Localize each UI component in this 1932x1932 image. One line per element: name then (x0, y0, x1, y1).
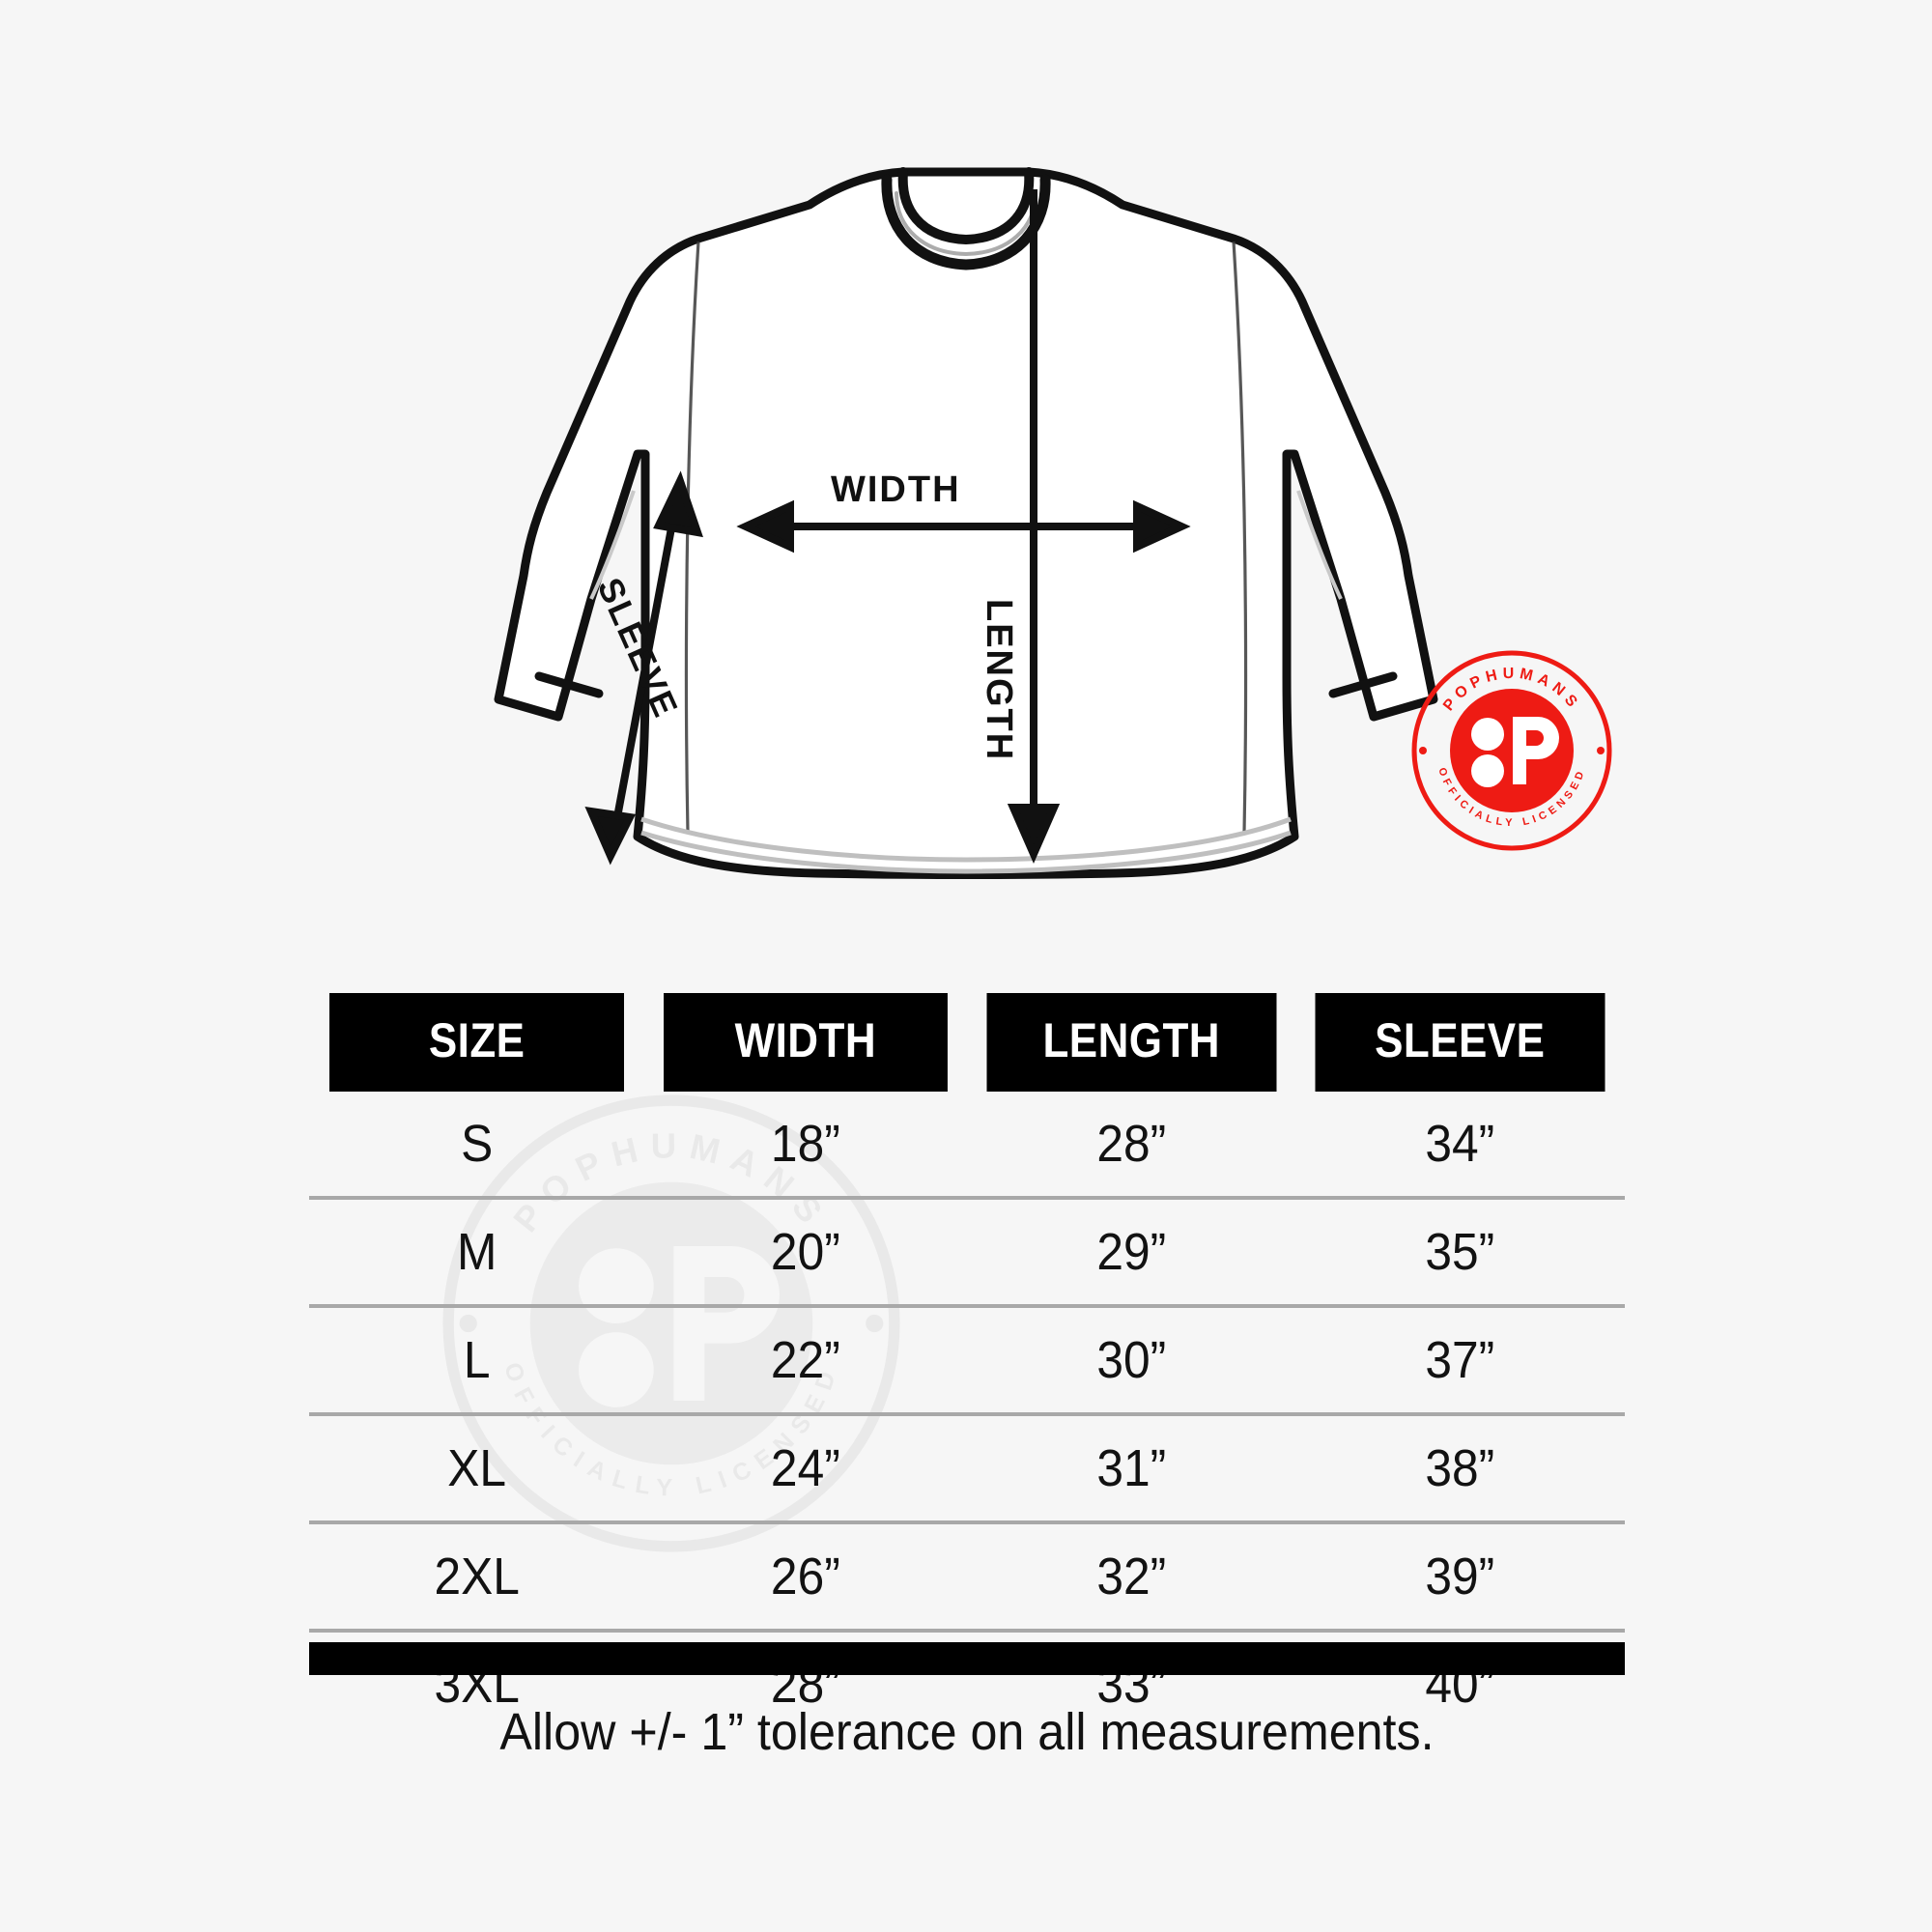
width-arrow (736, 499, 1191, 554)
table-row: XL 24” 31” 38” (309, 1414, 1625, 1524)
table-bottom-bar (309, 1642, 1625, 1675)
cell-sleeve: 38” (1309, 1414, 1612, 1524)
cell-size: L (322, 1306, 632, 1416)
cell-size: S (322, 1092, 632, 1200)
column-header-size: SIZE (328, 993, 625, 1092)
cell-width: 20” (657, 1198, 954, 1308)
pophumans-logo-badge: POPHUMANS OFFICIALLY LICENSED (1411, 650, 1612, 851)
size-table-body: S 18” 28” 34” M 20” 29” 35” L 22” 30” 37… (309, 1092, 1625, 1737)
cell-sleeve: 35” (1309, 1198, 1612, 1308)
badge-side-dot-left (1419, 747, 1427, 754)
cell-sleeve: 34” (1309, 1092, 1612, 1200)
size-table: SIZE WIDTH LENGTH SLEEVE S 18” 28” 34” M… (309, 993, 1625, 1737)
cell-size: XL (322, 1414, 632, 1524)
cell-length: 31” (980, 1414, 1283, 1524)
width-label: WIDTH (831, 469, 961, 510)
tolerance-note: Allow +/- 1” tolerance on all measuremen… (499, 1703, 1435, 1761)
column-header-length: LENGTH (986, 993, 1277, 1092)
cell-length: 32” (980, 1522, 1283, 1633)
cell-width: 24” (657, 1414, 954, 1524)
cell-length: 30” (980, 1306, 1283, 1416)
badge-inner-disc (1450, 689, 1574, 812)
badge-dot-upper (1471, 718, 1504, 751)
size-table-container: SIZE WIDTH LENGTH SLEEVE S 18” 28” 34” M… (309, 993, 1625, 1737)
size-table-head: SIZE WIDTH LENGTH SLEEVE (309, 993, 1625, 1092)
sleeve-arrow (584, 470, 703, 866)
length-arrow (1007, 189, 1061, 864)
column-header-width: WIDTH (664, 993, 948, 1092)
length-label: LENGTH (979, 599, 1019, 762)
badge-monogram-p (1513, 717, 1559, 784)
table-row: S 18” 28” 34” (309, 1092, 1625, 1200)
cell-size: 2XL (322, 1522, 632, 1633)
cell-sleeve: 39” (1309, 1522, 1612, 1633)
cell-width: 22” (657, 1306, 954, 1416)
cell-length: 28” (980, 1092, 1283, 1200)
cell-width: 26” (657, 1522, 954, 1633)
table-row: 2XL 26” 32” 39” (309, 1522, 1625, 1633)
badge-outer-ring (1411, 650, 1612, 851)
cell-width: 18” (657, 1092, 954, 1200)
badge-dot-lower (1471, 754, 1504, 787)
table-row: M 20” 29” 35” (309, 1198, 1625, 1308)
cell-length: 29” (980, 1198, 1283, 1308)
cell-sleeve: 37” (1309, 1306, 1612, 1416)
garment-illustration: WIDTH LENGTH SLEEVE (494, 167, 1438, 879)
table-row: L 22” 30” 37” (309, 1306, 1625, 1416)
badge-side-dot-right (1597, 747, 1605, 754)
table-header-row: SIZE WIDTH LENGTH SLEEVE (309, 993, 1625, 1092)
column-header-sleeve: SLEEVE (1315, 993, 1605, 1092)
long-sleeve-shirt-drawing (494, 167, 1438, 879)
cell-size: M (322, 1198, 632, 1308)
